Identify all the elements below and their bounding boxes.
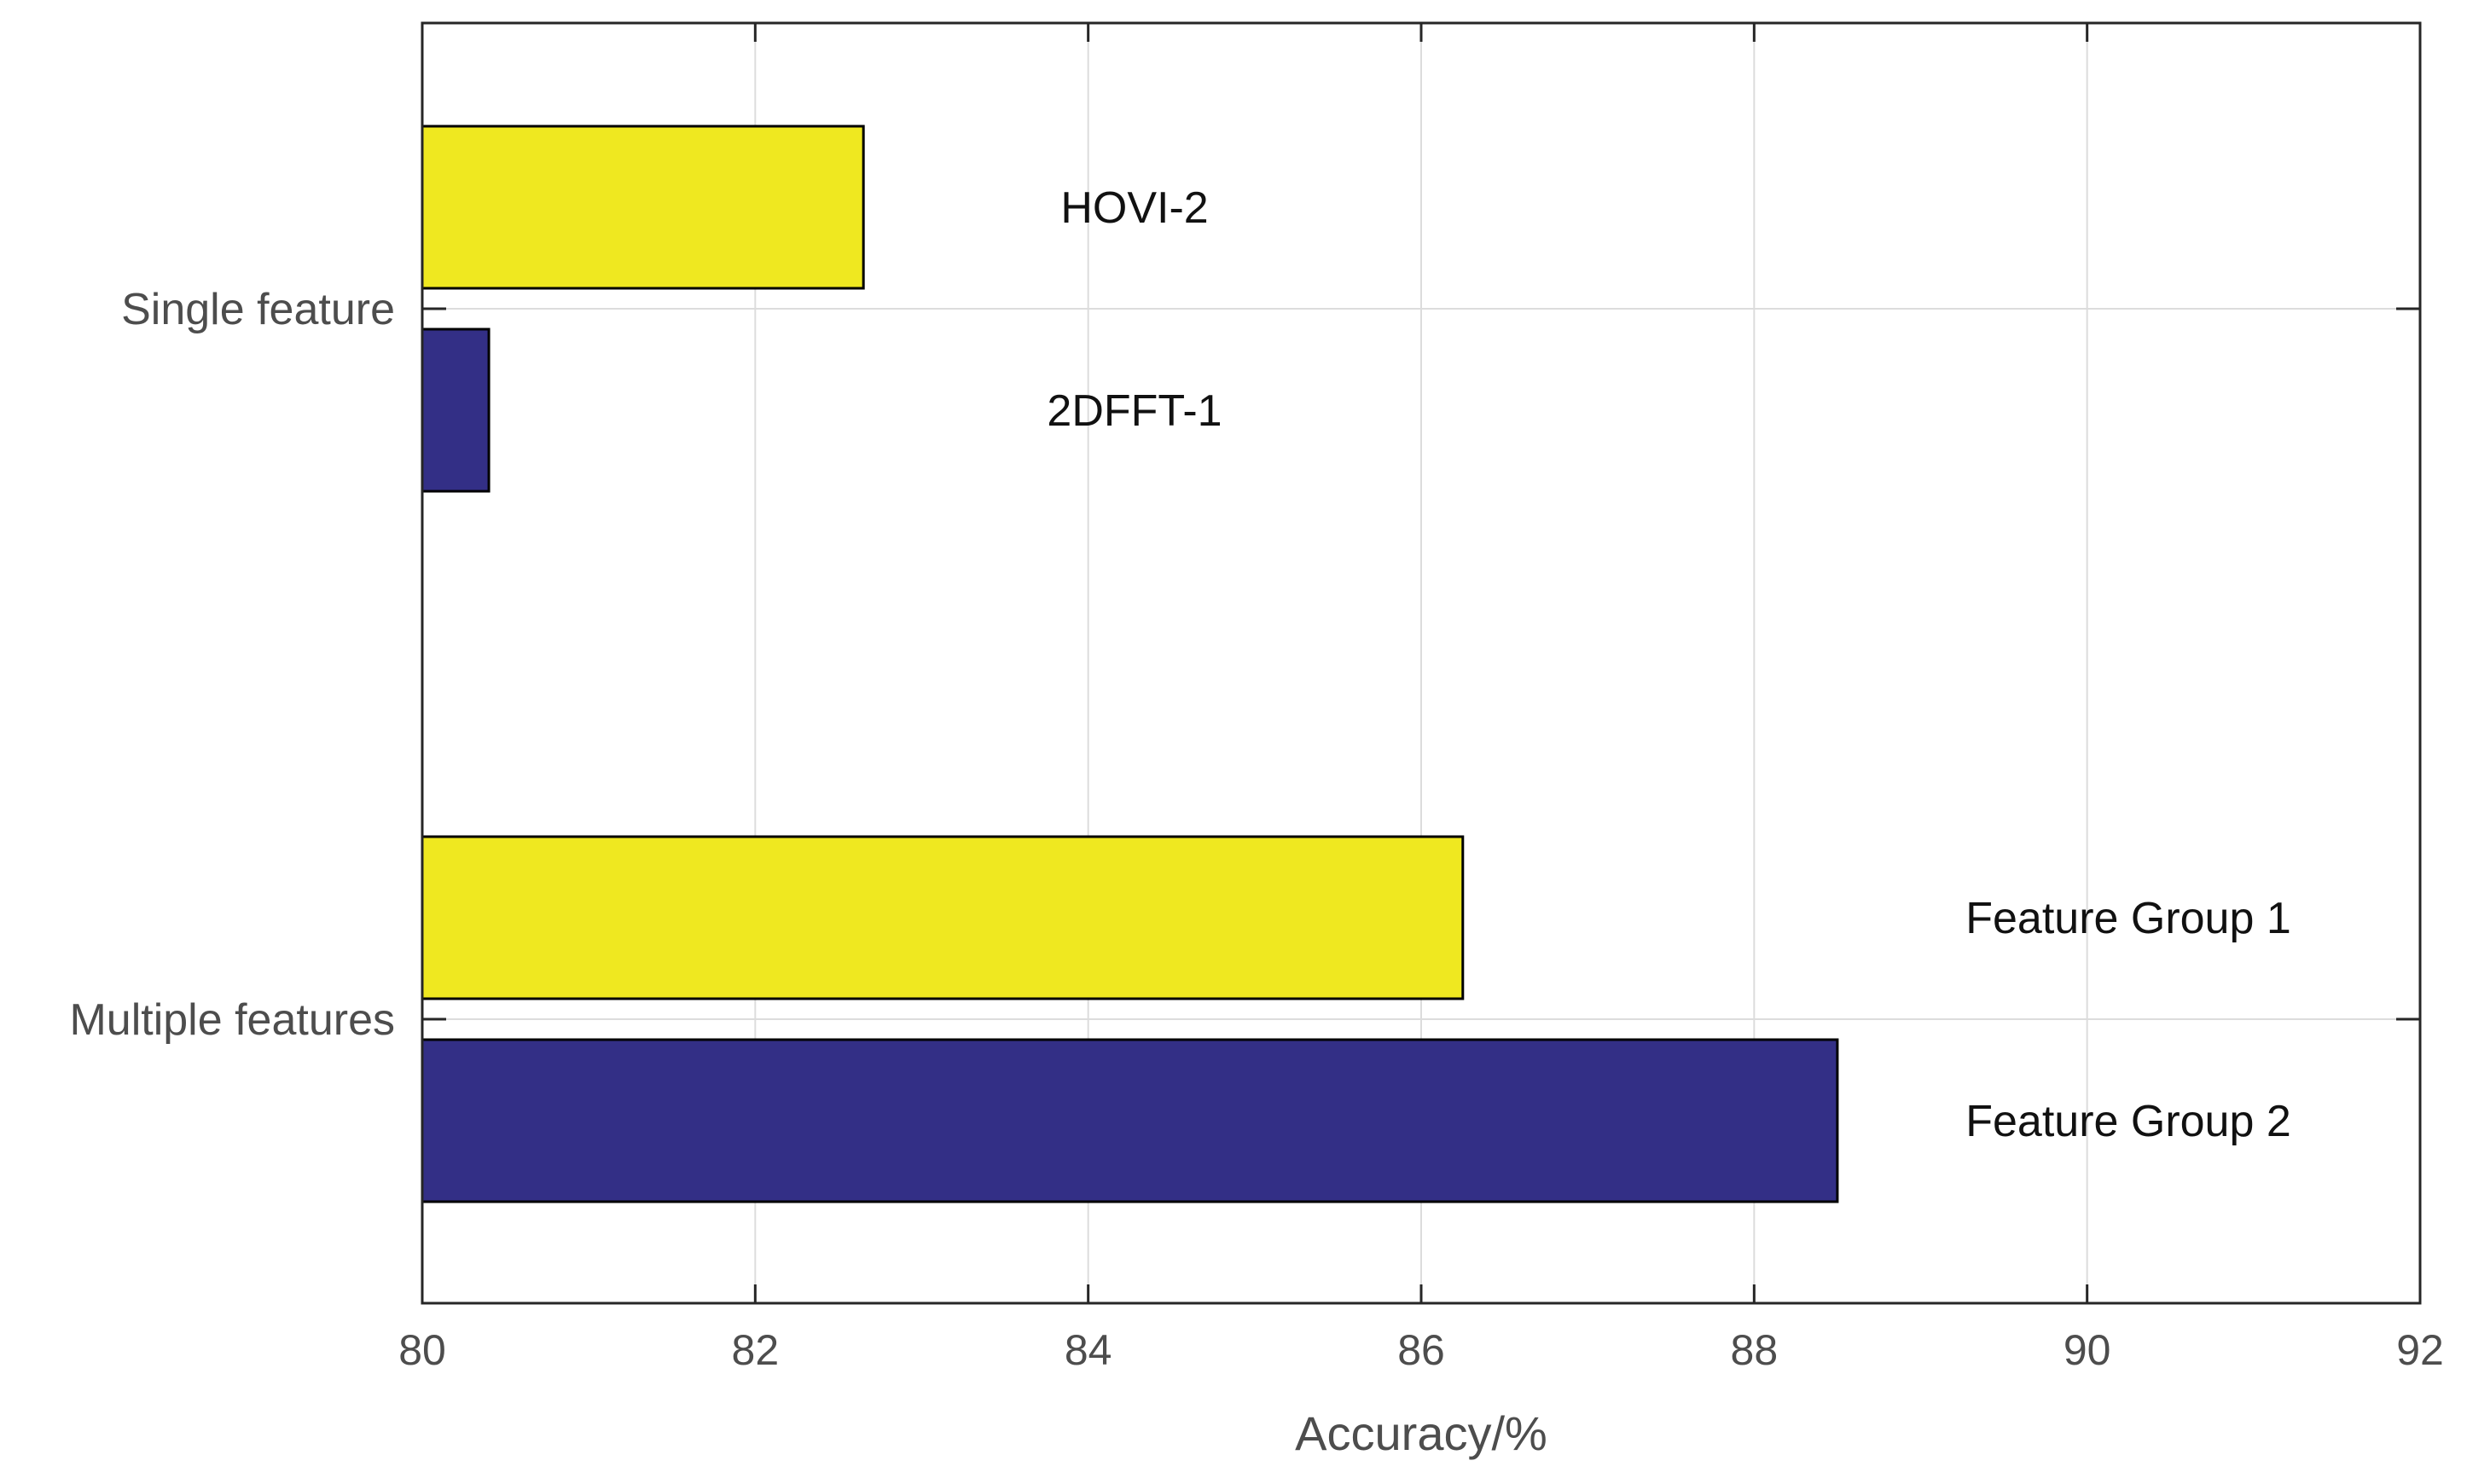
bar-label: HOVI-2 xyxy=(1060,183,1208,233)
x-tick-label: 92 xyxy=(2396,1326,2444,1374)
bar xyxy=(421,835,1465,1000)
x-tick-label: 88 xyxy=(1731,1326,1779,1374)
x-tick-label: 82 xyxy=(732,1326,780,1374)
x-tick-labels: 80 82 84 86 88 90 92 xyxy=(398,1326,2444,1374)
x-tick-label: 86 xyxy=(1397,1326,1445,1374)
bar xyxy=(421,1038,1839,1203)
bar-label: Feature Group 1 xyxy=(1965,894,2291,943)
x-tick-label: 84 xyxy=(1065,1326,1112,1374)
bar-label: Feature Group 2 xyxy=(1965,1097,2291,1146)
y-tick-labels: Single feature Multiple features xyxy=(69,285,395,1045)
bar xyxy=(421,328,490,493)
tick-marks xyxy=(421,23,2422,1303)
x-tick-label: 80 xyxy=(398,1326,446,1374)
bar-label: 2DFFT-1 xyxy=(1047,386,1222,436)
x-tick-label: 90 xyxy=(2064,1326,2111,1374)
bar xyxy=(421,125,865,290)
bars xyxy=(421,125,1839,1203)
y-tick-label: Multiple features xyxy=(69,995,395,1045)
grid-lines xyxy=(422,23,2420,1303)
x-axis-title: Accuracy/% xyxy=(1295,1406,1547,1460)
y-tick-label: Single feature xyxy=(121,285,395,334)
bar-text-labels: HOVI-2 Feature Group 1 2DFFT-1 Feature Grou… xyxy=(1047,183,2290,1146)
